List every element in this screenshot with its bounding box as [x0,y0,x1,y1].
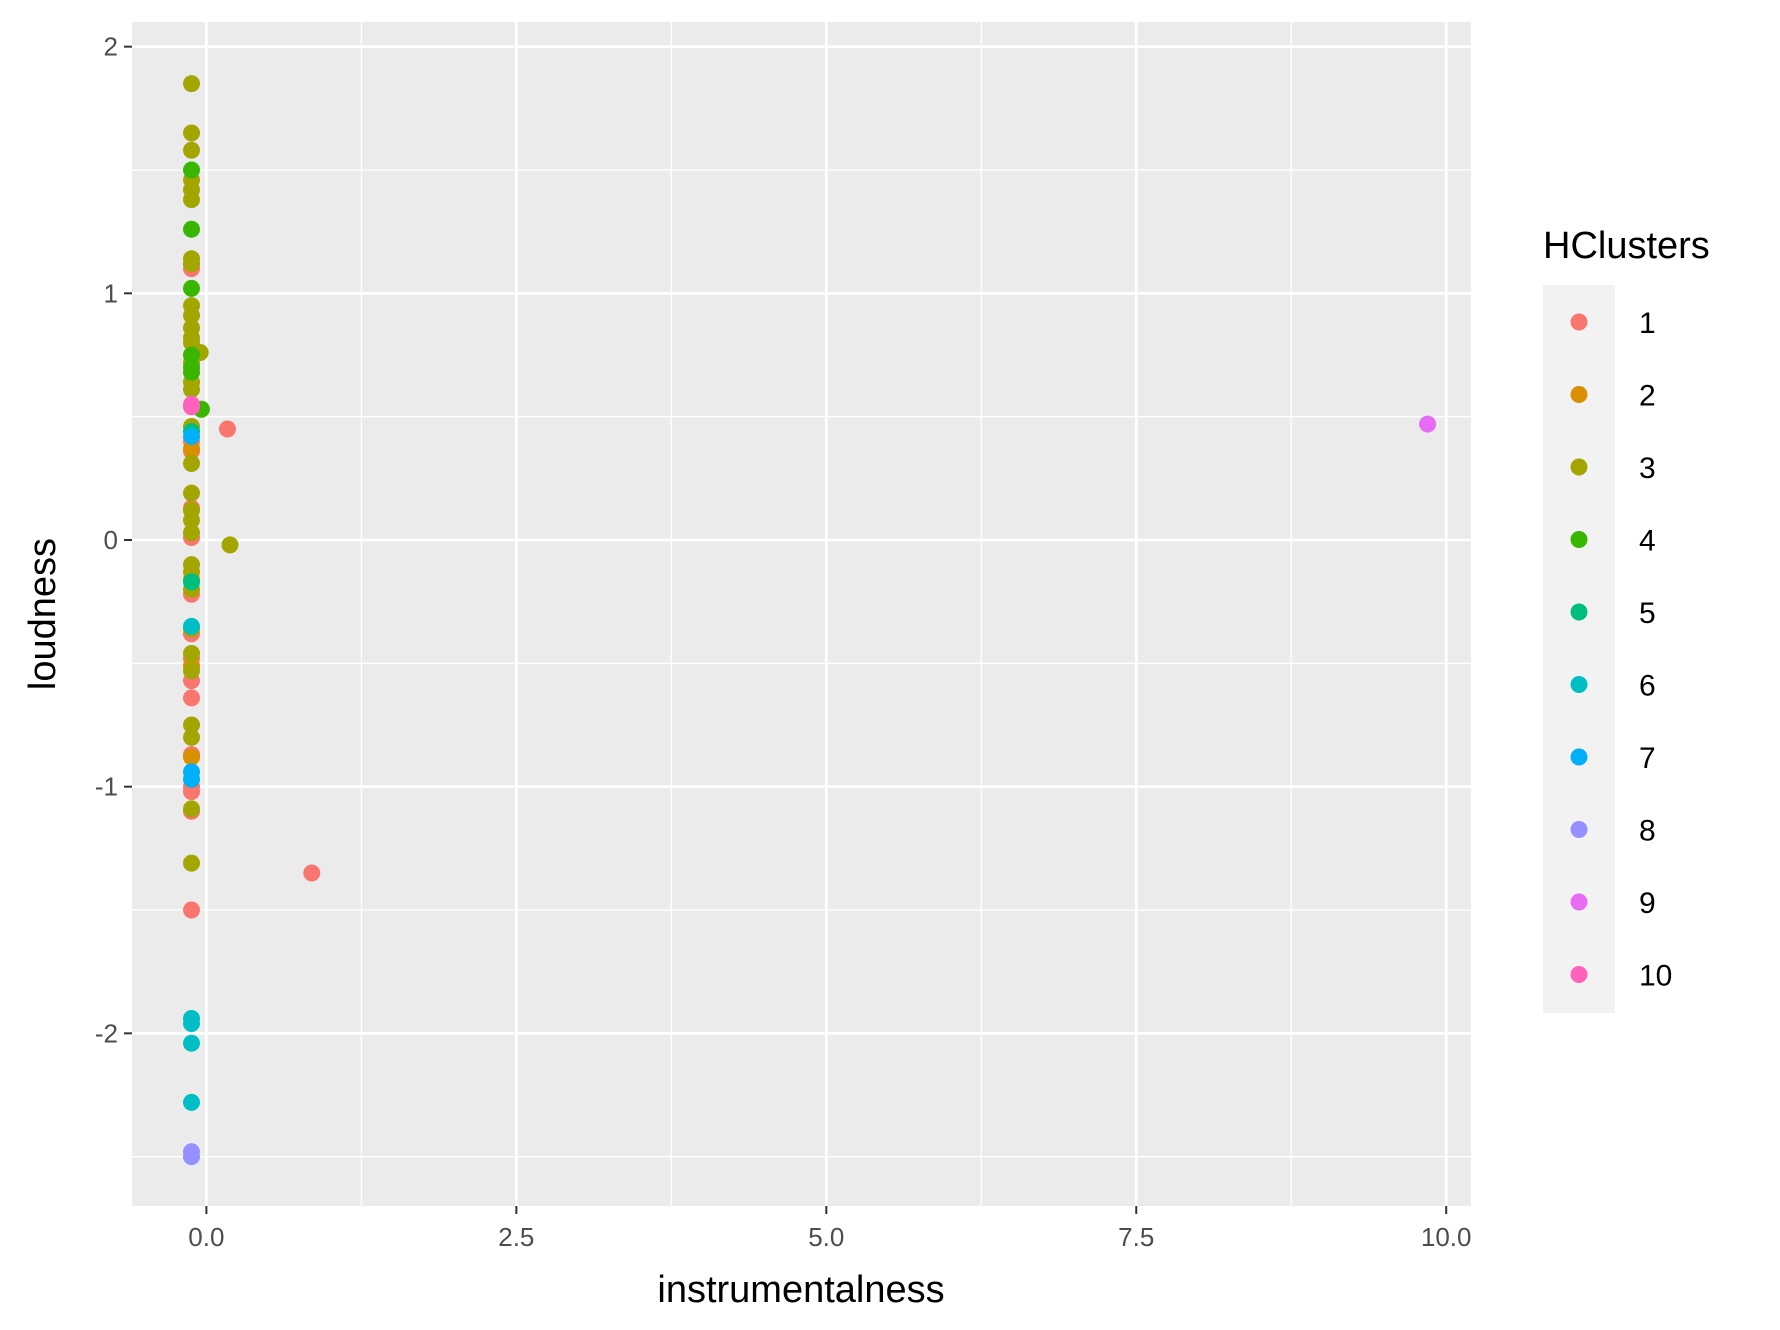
legend-label-5: 5 [1639,597,1656,630]
data-point-cluster-8 [183,1148,201,1166]
legend-label-4: 4 [1639,525,1656,558]
legend-label-2: 2 [1639,380,1656,413]
legend-key-3 [1570,458,1588,476]
x-tick-label: 2.5 [498,1222,534,1252]
data-point-cluster-6 [183,1014,201,1032]
x-tick-label: 10.0 [1421,1222,1472,1252]
data-point-cluster-3 [183,728,201,746]
data-point-cluster-1 [218,420,236,438]
x-tick-label: 5.0 [808,1222,844,1252]
data-point-cluster-1 [183,783,201,801]
legend-key-9 [1570,893,1588,911]
data-point-cluster-6 [183,1093,201,1111]
y-tick-label: 1 [104,278,118,308]
data-point-cluster-3 [183,75,201,93]
panel-background [132,22,1471,1206]
data-point-cluster-2 [183,748,201,766]
data-point-cluster-3 [183,191,201,209]
x-tick-label: 0.0 [188,1222,224,1252]
data-point-cluster-4 [183,363,201,381]
minor-gridlines [132,22,1471,1206]
y-axis-title: loudness [22,538,64,690]
data-point-cluster-6 [183,617,201,635]
y-tick-label: 0 [104,525,118,555]
data-point-cluster-4 [183,279,201,297]
data-point-cluster-10 [183,398,201,416]
data-point-cluster-3 [183,455,201,473]
data-point-cluster-3 [183,716,201,734]
data-point-cluster-7 [183,770,201,788]
y-tick-label: -2 [95,1018,118,1048]
data-point-cluster-3 [183,524,201,542]
legend-key-8 [1570,821,1588,838]
legend-key-10 [1570,966,1588,983]
legend-label-1: 1 [1639,307,1656,340]
data-point-cluster-3 [183,800,201,818]
data-point-cluster-3 [183,307,201,325]
legend-key-5 [1570,603,1588,621]
y-axis: -2 -1 0 1 2 [95,32,132,1048]
data-point-cluster-1 [303,864,321,882]
y-tick-label: -1 [95,772,118,802]
legend-label-9: 9 [1639,887,1656,920]
data-point-cluster-3 [183,854,201,872]
data-point-cluster-5 [183,573,201,591]
data-points [183,75,1437,1166]
legend-label-10: 10 [1639,960,1672,993]
data-point-cluster-1 [183,689,201,707]
legend-label-8: 8 [1639,815,1656,848]
data-point-cluster-3 [183,141,201,159]
legend-key-1 [1570,313,1588,331]
data-point-cluster-3 [183,644,201,662]
data-point-cluster-9 [1419,415,1437,433]
data-point-cluster-3 [183,381,201,399]
legend-label-3: 3 [1639,452,1656,485]
data-point-cluster-3 [183,255,201,273]
data-point-cluster-4 [183,220,201,238]
data-point-cluster-3 [183,484,201,502]
legend: HClusters 1 2 3 4 5 6 7 8 9 10 [1543,225,1710,1013]
x-axis: 0.0 2.5 5.0 7.5 10.0 [188,1206,1472,1252]
legend-key-7 [1570,748,1588,766]
major-gridlines [132,22,1471,1206]
x-tick-label: 7.5 [1118,1222,1154,1252]
data-point-cluster-3 [221,536,239,554]
legend-label-7: 7 [1639,742,1656,775]
data-point-cluster-6 [183,1034,201,1052]
legend-key-6 [1570,676,1588,693]
legend-label-6: 6 [1639,670,1656,703]
data-point-cluster-4 [183,161,201,179]
x-axis-title: instrumentalness [657,1269,944,1311]
legend-title: HClusters [1543,225,1710,267]
data-point-cluster-7 [183,427,201,445]
data-point-cluster-3 [183,124,201,142]
data-point-cluster-4 [183,346,201,364]
data-point-cluster-3 [183,662,201,680]
y-tick-label: 2 [104,32,118,62]
data-point-cluster-1 [183,901,201,919]
legend-key-background [1543,285,1615,1013]
data-point-cluster-2 [183,440,201,458]
data-point-cluster-3 [183,511,201,529]
legend-key-2 [1570,386,1588,403]
legend-key-4 [1570,531,1588,548]
